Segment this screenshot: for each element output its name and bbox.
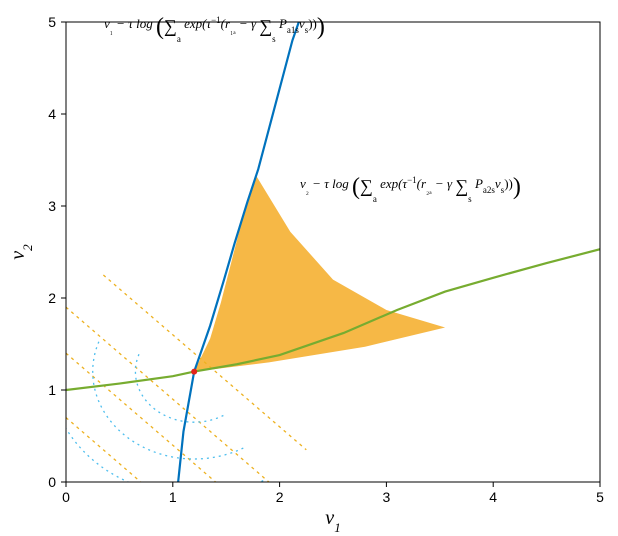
y-tick-label: 1 [48,382,56,398]
y-tick-label: 3 [48,198,56,214]
x-tick-label: 0 [62,489,70,505]
x-tick-label: 5 [596,489,604,505]
plot-svg: 012345012345v1v2v₁ − τ log (∑a exp(τ−1(r… [0,0,618,536]
y-tick-label: 5 [48,14,56,30]
y-tick-label: 4 [48,106,56,122]
x-tick-label: 2 [276,489,284,505]
plot-container: { "canvas": { "width": 618, "height": 53… [0,0,618,536]
x-tick-label: 4 [489,489,497,505]
x-tick-label: 3 [383,489,391,505]
y-tick-label: 0 [48,474,56,490]
intersection-point [191,369,197,375]
x-tick-label: 1 [169,489,177,505]
y-tick-label: 2 [48,290,56,306]
